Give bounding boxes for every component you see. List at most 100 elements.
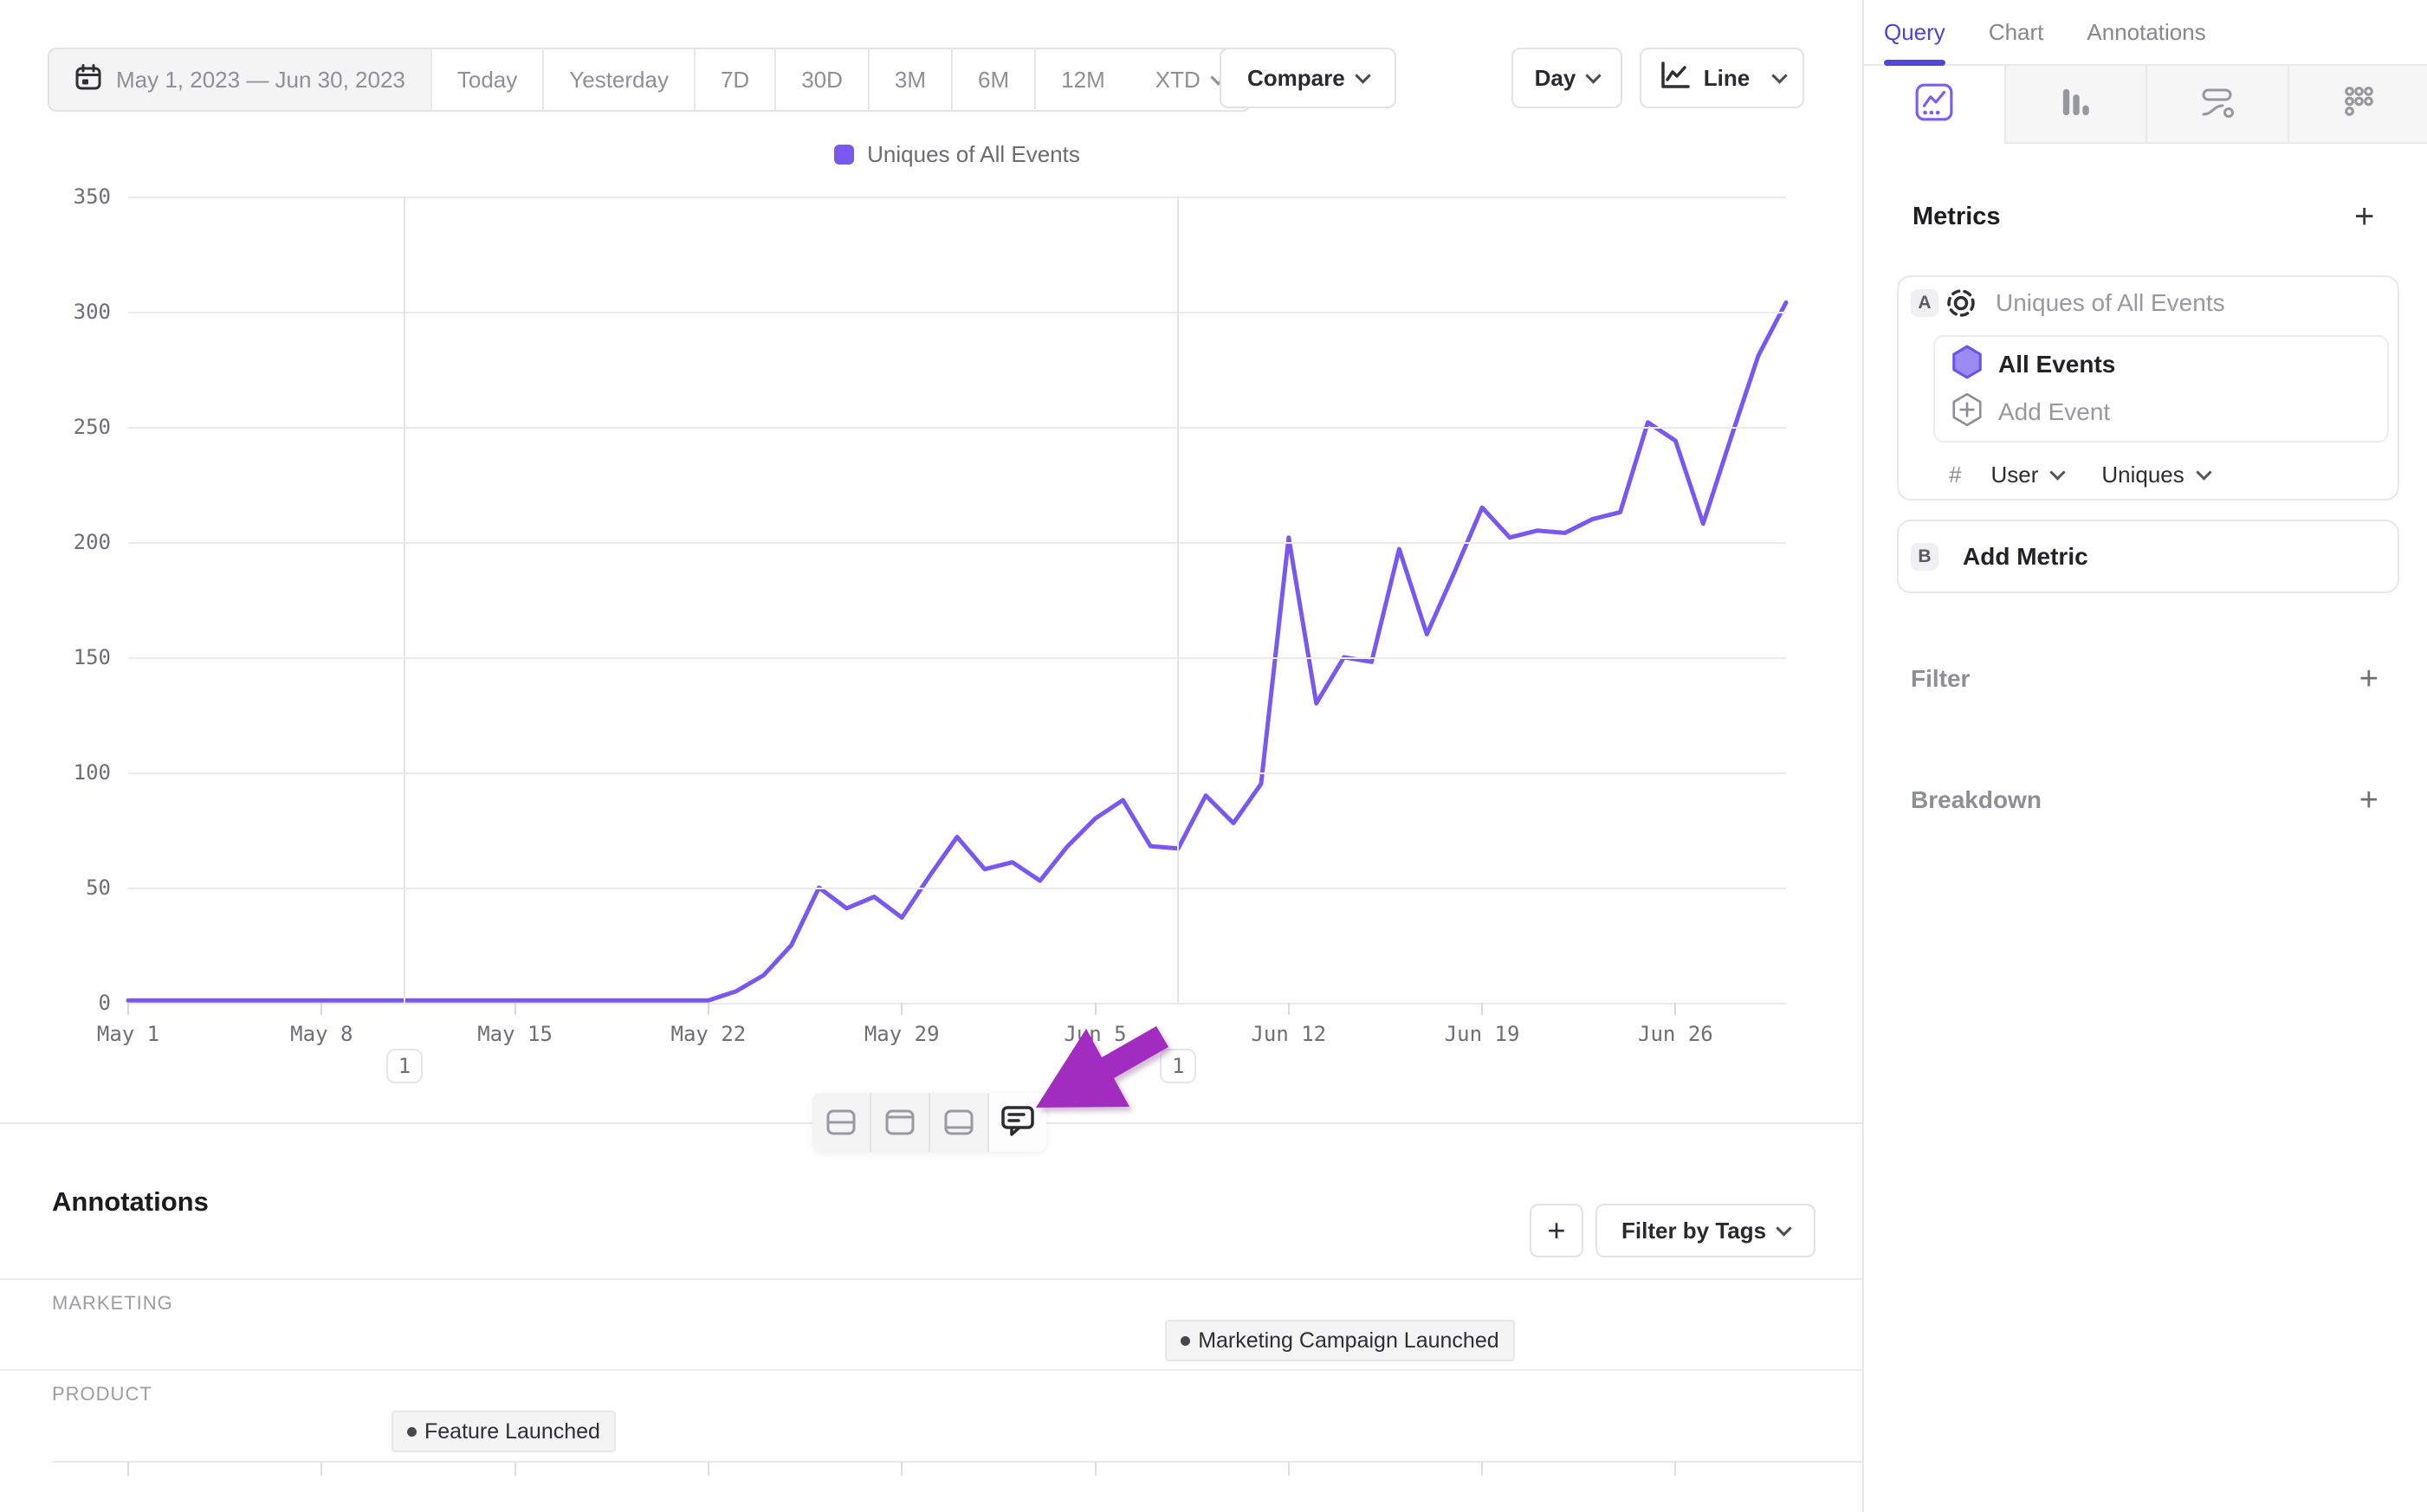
date-preset-12m[interactable]: 12M	[1061, 66, 1105, 93]
tab-query-label: Query	[1884, 18, 1945, 45]
add-event-label: Add Event	[1998, 398, 2111, 425]
date-preset-yesterday[interactable]: Yesterday	[544, 49, 696, 110]
layout-panel-top-button[interactable]	[870, 1093, 929, 1152]
layout-panel-bottom-button[interactable]	[929, 1093, 987, 1152]
compare-button[interactable]: Compare	[1220, 48, 1396, 108]
date-preset-7d[interactable]: 7D	[696, 49, 777, 110]
line-chart-icon	[1659, 60, 1692, 97]
annotation-chip[interactable]: Feature Launched	[392, 1411, 616, 1452]
x-axis-tick	[127, 1003, 129, 1015]
x-axis-label: May 22	[670, 1022, 747, 1046]
add-filter-button[interactable]: +	[2359, 660, 2378, 697]
layout-row-split-button[interactable]	[812, 1093, 870, 1152]
annotation-group-marketing: MARKETING Marketing Campaign Launched	[0, 1278, 1862, 1371]
annotations-title: Annotations	[52, 1186, 209, 1217]
calendar-icon	[74, 63, 102, 97]
comment-icon	[1000, 1103, 1036, 1142]
tab-annotations-label: Annotations	[2087, 18, 2206, 45]
chevron-down-icon	[1776, 1219, 1792, 1237]
y-axis-label: 0	[98, 991, 111, 1015]
add-breakdown-button[interactable]: +	[2359, 781, 2378, 818]
xtd-label: XTD	[1155, 66, 1201, 93]
chevron-down-icon	[1585, 67, 1602, 84]
x-axis-tick	[707, 1003, 709, 1015]
tab-chart-label: Chart	[1988, 18, 2044, 45]
aggregation-entity-dropdown[interactable]: User	[1990, 462, 2067, 488]
annotation-group-name: PRODUCT	[52, 1383, 152, 1405]
y-axis-label: 250	[73, 415, 111, 439]
date-range-button[interactable]: May 1, 2023 — Jun 30, 2023	[49, 49, 432, 110]
add-event-hexagon-icon	[1951, 391, 1984, 434]
annotation-group-product: PRODUCT Feature Launched	[0, 1369, 1862, 1462]
metric-card-a[interactable]: A Uniques of All Events All Events Add E…	[1897, 275, 2399, 501]
granularity-button[interactable]: Day	[1511, 48, 1622, 108]
metric-card-b-add-metric[interactable]: B Add Metric	[1897, 520, 2399, 593]
annotations-comment-button[interactable]	[987, 1093, 1046, 1152]
add-annotation-button[interactable]: +	[1530, 1204, 1583, 1257]
gridline-y-150	[128, 657, 1786, 659]
query-sidebar: Query Chart Annotations	[1862, 0, 2427, 1512]
chart-type-line-tile[interactable]	[1864, 66, 2004, 144]
number-type-icon: #	[1949, 462, 1962, 488]
ruler-tick	[1287, 1462, 1290, 1476]
aggregation-function-dropdown[interactable]: Uniques	[2101, 462, 2212, 488]
y-axis-label: 150	[73, 645, 111, 669]
annotation-marker-badge[interactable]: 1	[386, 1049, 423, 1083]
legend-swatch	[834, 145, 855, 165]
add-event-row[interactable]: Add Event	[1951, 392, 2111, 429]
ruler-tick	[901, 1462, 903, 1476]
event-card: All Events Add Event	[1933, 335, 2389, 443]
chart-legend: Uniques of All Events	[128, 141, 1786, 168]
tab-query[interactable]: Query	[1884, 0, 1945, 66]
metric-title: Uniques of All Events	[1996, 289, 2225, 316]
annotation-group-name: MARKETING	[52, 1292, 173, 1314]
chart-type-retention-tile[interactable]	[2287, 66, 2427, 144]
chart-type-flow-tile[interactable]	[2145, 66, 2288, 144]
aggregation-row: # User Uniques	[1949, 462, 2212, 488]
annotation-dot-icon	[1181, 1335, 1191, 1346]
tab-chart[interactable]: Chart	[1989, 0, 2044, 65]
x-axis-tick	[1674, 1003, 1677, 1015]
event-row-all-events[interactable]: All Events	[1951, 345, 2115, 381]
annotation-marker-badge[interactable]: 1	[1160, 1049, 1197, 1083]
date-preset-6m[interactable]: 6M	[953, 49, 1037, 110]
chart-type-bar-tile[interactable]	[2003, 66, 2145, 144]
chart-type-button[interactable]: Line	[1640, 48, 1804, 108]
gridline-y-300	[128, 312, 1786, 313]
y-axis-label: 350	[73, 184, 111, 209]
chart-type-switcher	[1864, 66, 2427, 144]
gridline-y-0	[128, 1003, 1786, 1005]
date-range-label: May 1, 2023 — Jun 30, 2023	[116, 66, 405, 93]
date-preset-xtd[interactable]: XTD	[1130, 49, 1249, 110]
filter-label: Filter	[1911, 665, 1971, 692]
gridline-y-50	[128, 888, 1786, 889]
line-chart-plot: 0 50 100 150 200 250 300 350 May 1 May 8 May 15 May…	[74, 184, 1789, 1083]
x-axis-tick	[320, 1003, 323, 1015]
legend-item[interactable]: Uniques of All Events	[834, 141, 1080, 168]
gridline-y-350	[128, 197, 1786, 198]
annotation-marker-line	[1177, 197, 1180, 1003]
y-axis-label: 200	[73, 530, 111, 554]
legend-label: Uniques of All Events	[867, 141, 1080, 167]
date-preset-today[interactable]: Today	[432, 49, 545, 110]
y-axis-label: 100	[73, 760, 111, 785]
metric-letter-badge: B	[1911, 542, 1938, 571]
bar-chart-icon	[2055, 82, 2095, 126]
date-preset-30d[interactable]: 30D	[776, 49, 870, 110]
ruler-tick	[1481, 1462, 1484, 1476]
chart-type-label: Line	[1703, 64, 1751, 91]
x-axis-label: May 15	[477, 1022, 553, 1046]
chart-display-toolbar	[812, 1093, 1046, 1152]
x-axis-label: May 29	[864, 1022, 940, 1046]
x-axis-tick	[1481, 1003, 1484, 1015]
date-preset-3m[interactable]: 3M	[870, 49, 954, 110]
tab-annotations[interactable]: Annotations	[2087, 0, 2205, 65]
chevron-down-icon	[1771, 67, 1788, 84]
flow-icon	[2197, 82, 2237, 126]
annotation-marker-line	[404, 197, 405, 1003]
breakdown-section: Breakdown +	[1911, 781, 2378, 819]
annotation-chip[interactable]: Marketing Campaign Launched	[1165, 1320, 1515, 1361]
add-metric-plus-button[interactable]: +	[2354, 197, 2375, 236]
metrics-heading: Metrics	[1912, 203, 2001, 230]
filter-by-tags-button[interactable]: Filter by Tags	[1595, 1204, 1816, 1257]
